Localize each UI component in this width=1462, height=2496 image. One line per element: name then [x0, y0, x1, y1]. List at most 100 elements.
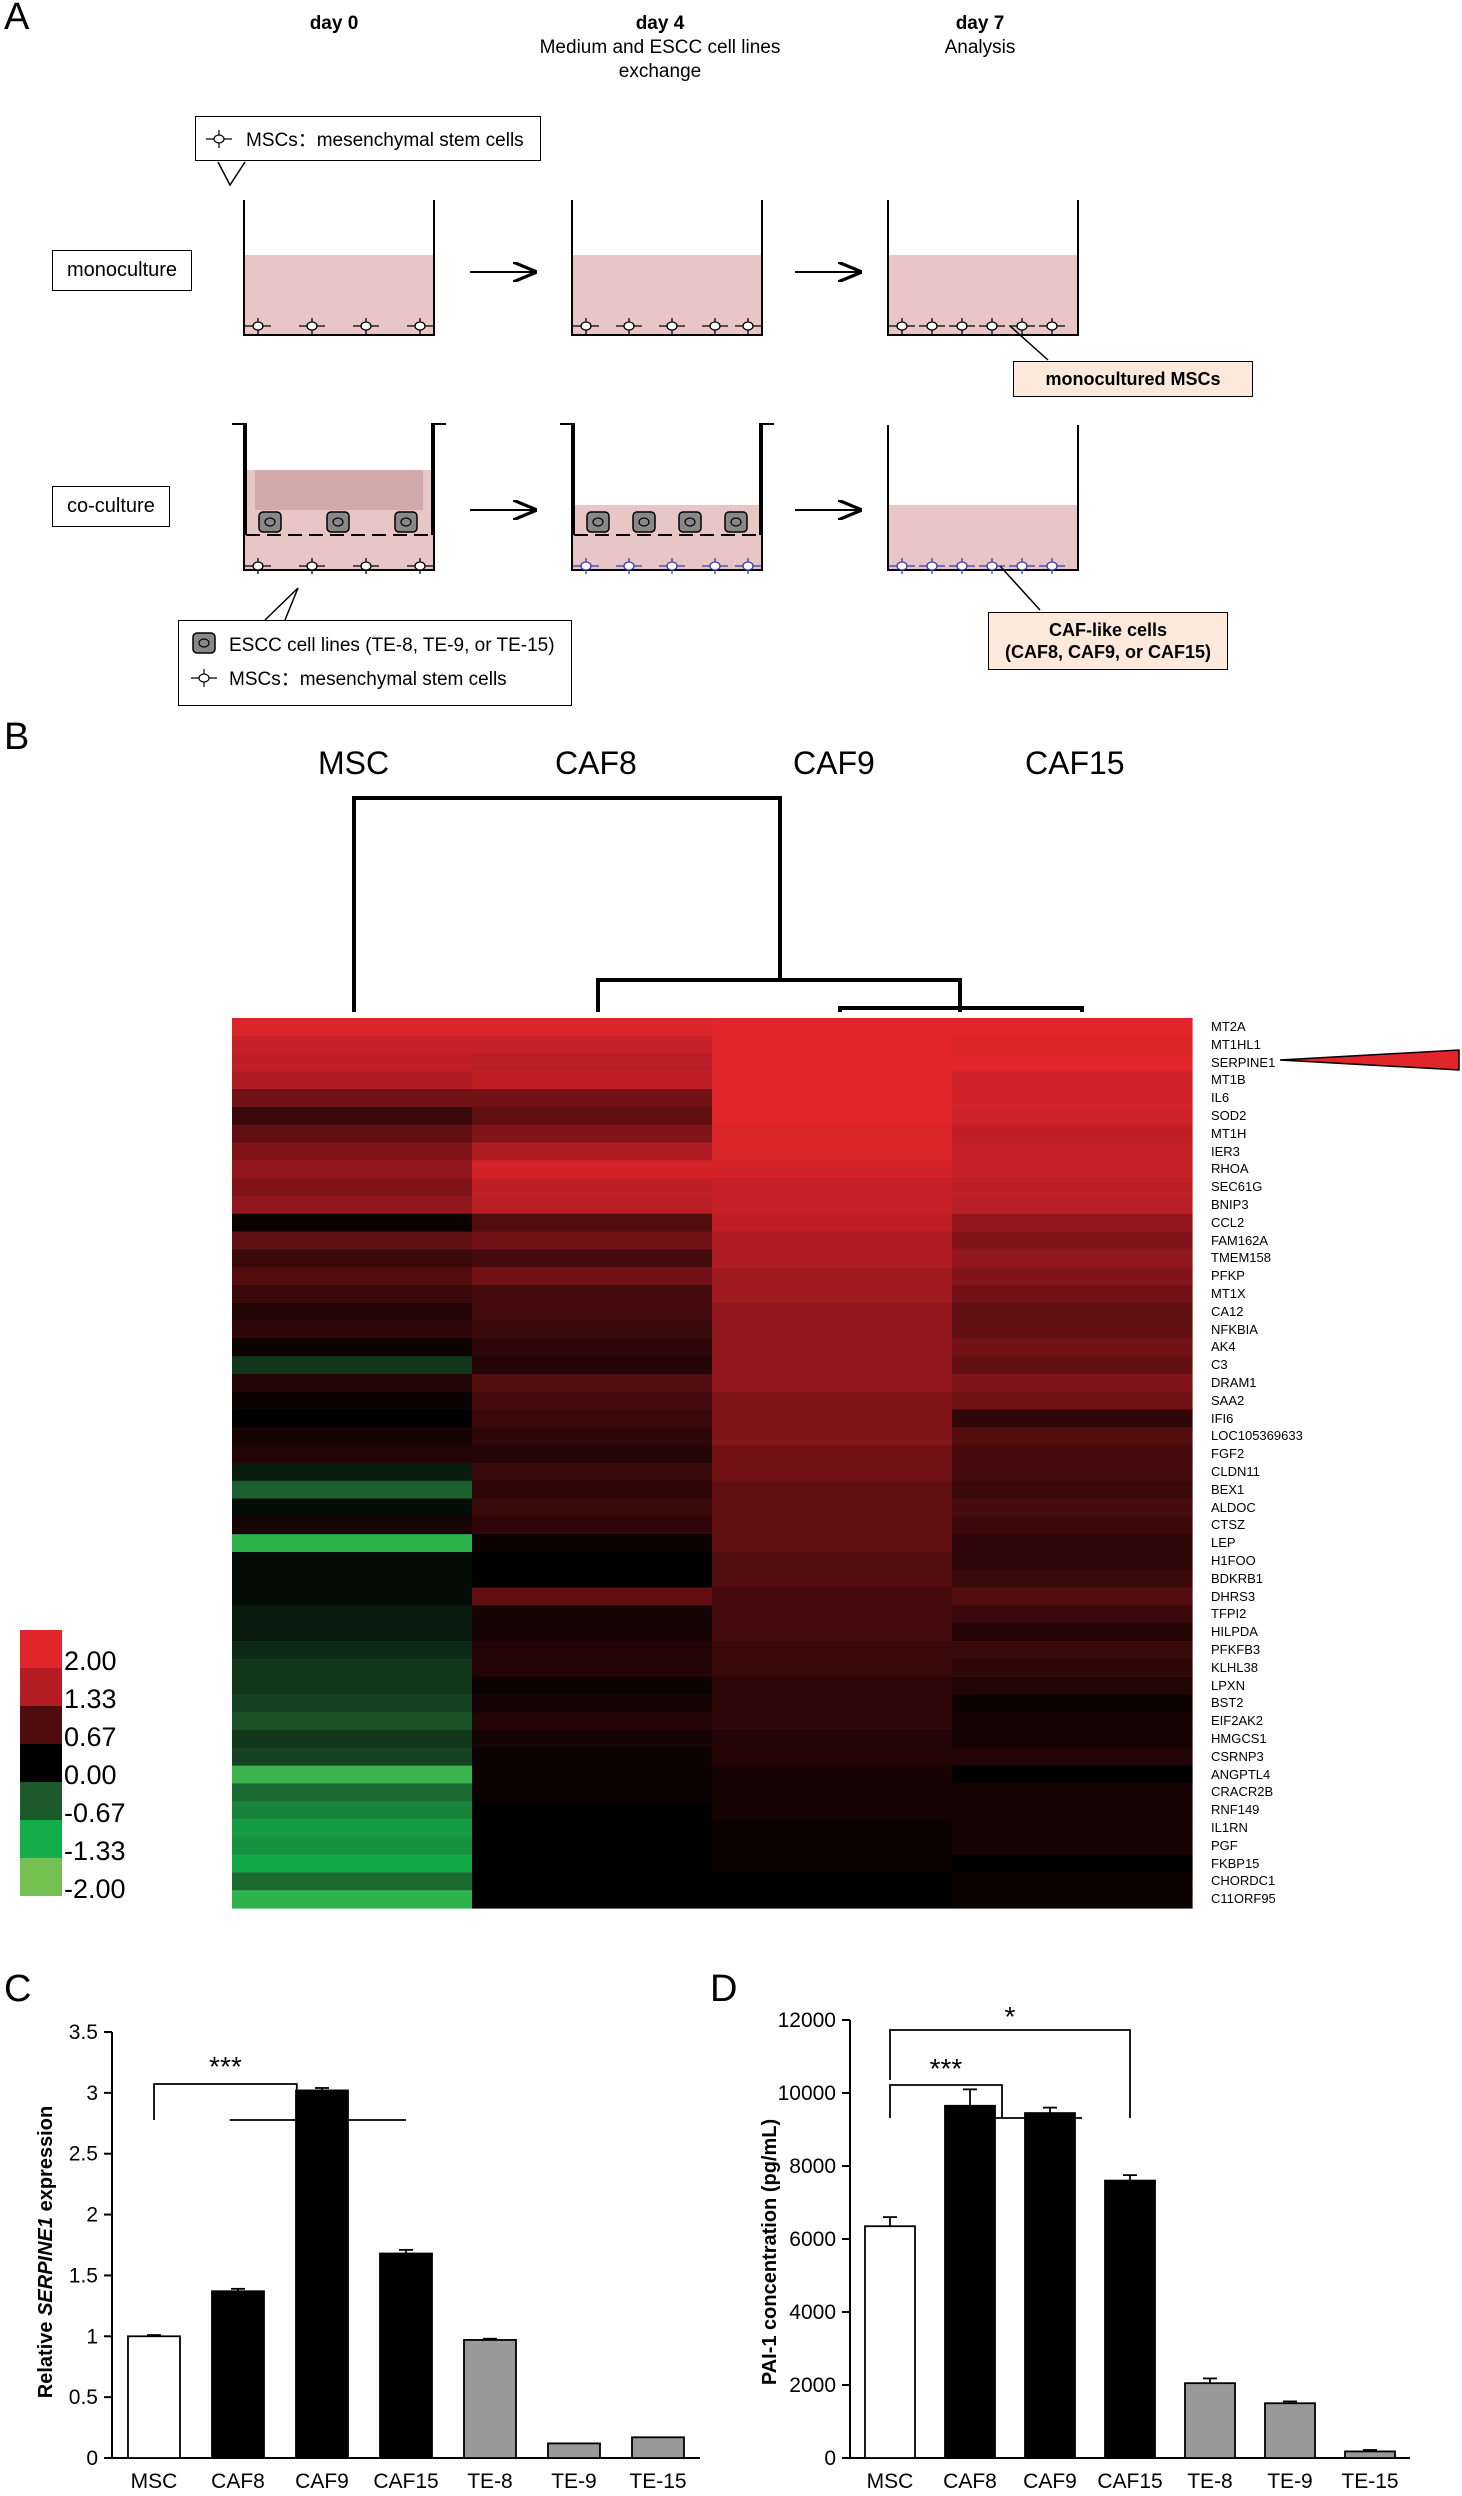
x-tick-label: CAF9 [1023, 2470, 1077, 2493]
column-label-caf8: CAF8 [555, 745, 637, 781]
day-0-title: day 0 [309, 13, 359, 34]
heatmap-cell-fgf2-caf15 [952, 1445, 1193, 1464]
escc-callout-icons [191, 632, 217, 687]
bar-caf15 [379, 2252, 433, 2459]
day-4-subtitle: Medium and ESCC cell lines exchange [539, 37, 781, 82]
msc-cell [407, 318, 433, 334]
heatmap-cell-hilpda-msc [232, 1623, 473, 1642]
heatmap-cell-lpxn-caf8 [472, 1676, 713, 1695]
heatmap-cell-rhoa-msc [232, 1160, 473, 1179]
msc-callout-icon [206, 130, 232, 148]
heatmap-cell-rhoa-caf15 [952, 1160, 1193, 1179]
heatmap-cell-angptl4-caf9 [712, 1765, 953, 1784]
y-tick-label: 6000 [789, 2228, 836, 2251]
heatmap-cell-ctsz-msc [232, 1516, 473, 1535]
heatmap-cell-lep-msc [232, 1534, 473, 1553]
gene-label: EIF2AK2 [1211, 1713, 1264, 1729]
heatmap-cell-dhrs3-caf8 [472, 1587, 713, 1606]
heatmap-cell-sod2-caf15 [952, 1107, 1193, 1126]
msc-callout-pointer [217, 161, 246, 187]
legend-swatch [20, 1858, 62, 1896]
heatmap-cell-mt1h-caf8 [472, 1124, 713, 1144]
dendrogram [352, 796, 1084, 1012]
result-caf-line1: CAF-like cells [1048, 620, 1168, 640]
heatmap-cell-angptl4-caf8 [472, 1765, 713, 1784]
escc-cell [326, 511, 350, 533]
y-tick-label: 0 [86, 2447, 98, 2470]
panel-d-letter: D [710, 1968, 738, 2010]
heatmap-cell-bdkrb1-caf15 [952, 1569, 1193, 1589]
legend-label: -2.00 [64, 1874, 126, 1904]
heatmap-cell-mt1x-caf9 [712, 1285, 953, 1304]
msc-cell [353, 318, 379, 334]
heatmap-cell-angptl4-msc [232, 1765, 473, 1784]
legend-label: 0.67 [64, 1722, 117, 1752]
x-tick-label: CAF8 [211, 2470, 265, 2493]
gene-label: FGF2 [1211, 1446, 1245, 1462]
caf-cell [889, 558, 915, 574]
gene-label: RNF149 [1211, 1802, 1260, 1818]
heatmap-cell-dram1-msc [232, 1374, 473, 1393]
heatmap-cell-fkbp15-caf8 [472, 1854, 713, 1873]
escc-cell [394, 511, 418, 533]
legend-label: 1.33 [64, 1684, 117, 1714]
y-tick-label: 0 [824, 2447, 836, 2470]
heatmap-cell-nfkbia-caf15 [952, 1320, 1193, 1339]
heatmap-cell-mt1b-msc [232, 1071, 473, 1090]
heatmap-cell-mt1h-caf15 [952, 1124, 1193, 1144]
heatmap-cell-chordc1-caf8 [472, 1872, 713, 1891]
heatmap-cell-c11orf95-caf9 [712, 1890, 953, 1909]
y-tick-label: 4000 [789, 2301, 836, 2324]
heatmap-cell-tmem158-caf8 [472, 1249, 713, 1268]
escc-cell [586, 511, 610, 533]
heatmap-cell-c3-msc [232, 1356, 473, 1375]
msc-cell [659, 318, 685, 334]
y-axis-label: Relative SERPINE1 expression [35, 2106, 57, 2398]
gene-label: SEC61G [1211, 1179, 1263, 1195]
heatmap-cell-pfkfb3-caf15 [952, 1641, 1193, 1660]
heatmap-cell-bdkrb1-msc [232, 1569, 473, 1589]
gene-label: FKBP15 [1211, 1855, 1260, 1871]
heatmap-cell-sod2-caf9 [712, 1107, 953, 1126]
caf-cell [949, 558, 975, 574]
heatmap-cell-fkbp15-msc [232, 1854, 473, 1873]
heatmap-cell-ak4-caf9 [712, 1338, 953, 1357]
heatmap-cell-ctsz-caf8 [472, 1516, 713, 1535]
msc-cell [299, 318, 325, 334]
gene-label: MT1H [1211, 1125, 1247, 1141]
result-monocultured: monocultured MSCs [1013, 361, 1253, 397]
msc-cell [1039, 318, 1065, 334]
heatmap-cell-fam162a-caf9 [712, 1231, 953, 1250]
caf-cell [979, 558, 1005, 574]
heatmap-cell-il6-caf9 [712, 1089, 953, 1108]
significance-label: *** [930, 2053, 963, 2084]
y-tick-label: 12000 [778, 2009, 836, 2032]
heatmap-cell-nfkbia-caf9 [712, 1320, 953, 1339]
mono-well-day4 [571, 200, 763, 336]
heatmap-cell-ak4-caf8 [472, 1338, 713, 1357]
heatmap-cell-tfpi2-caf8 [472, 1605, 713, 1624]
heatmap-cell-mt1b-caf9 [712, 1071, 953, 1090]
heatmap-cell-mt1x-msc [232, 1285, 473, 1304]
chart-c: 0 0.5 1 1.5 2 2.5 3 3.5 MSC CAF8 CAF9 CAF15 TE-8 TE-9… [35, 2021, 700, 2493]
schematic-diagram [217, 161, 1079, 621]
gene-label: BNIP3 [1211, 1197, 1249, 1212]
heatmap-cell-sec61g-caf15 [952, 1178, 1193, 1197]
caf-cell [919, 558, 945, 574]
escc-cell [678, 511, 702, 533]
heatmap-cell-bnip3-msc [232, 1196, 473, 1215]
gene-label: IL6 [1211, 1090, 1230, 1106]
heatmap-cell-mt2a-caf9 [712, 1018, 953, 1037]
heatmap-cell-pfkp-caf15 [952, 1267, 1193, 1286]
heatmap-cell-mt2a-msc [232, 1018, 473, 1037]
day-4-label: day 4 Medium and ESCC cell lines exchang… [480, 12, 840, 84]
cell-layer [245, 318, 1065, 574]
heatmap-cell-aldoc-caf15 [952, 1498, 1193, 1517]
heatmap-cell-il1rn-caf15 [952, 1819, 1193, 1838]
heatmap-cell-bst2-msc [232, 1694, 473, 1713]
heatmap-cell-eif2ak2-msc [232, 1712, 473, 1731]
heatmap-cell-dram1-caf15 [952, 1374, 1193, 1393]
heatmap-cell-pfkp-caf9 [712, 1267, 953, 1286]
day-7-label: day 7 Analysis [800, 12, 1160, 60]
heatmap-cell-ifi6-msc [232, 1409, 473, 1428]
